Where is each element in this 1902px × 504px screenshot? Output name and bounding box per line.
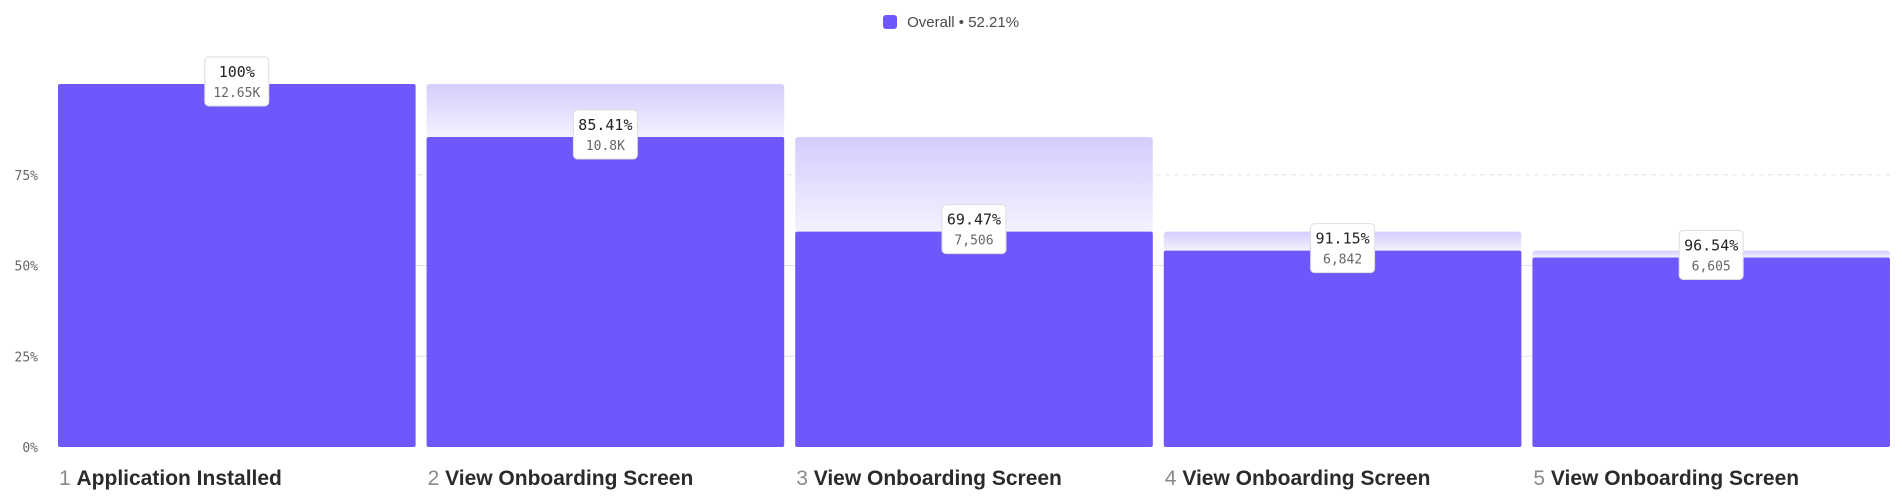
step-number: 4 <box>1165 467 1183 490</box>
step-name: View Onboarding Screen <box>814 467 1062 490</box>
funnel-step[interactable]: 85.41% 10.8K 2 View Onboarding Screen <box>426 84 785 490</box>
step-number: 5 <box>1533 467 1551 490</box>
step-name: View Onboarding Screen <box>1551 467 1799 490</box>
step-label-box <box>941 204 1007 255</box>
step-category-label: 4 View Onboarding Screen <box>1165 467 1431 490</box>
funnel-step[interactable]: 100% 12.65K 1 Application Installed <box>58 56 416 490</box>
y-tick-label: 0% <box>22 441 38 456</box>
step-label-box <box>572 109 638 160</box>
step-count-label: 6,842 <box>1323 253 1362 268</box>
step-category-label: 3 View Onboarding Screen <box>796 467 1062 490</box>
step-count-label: 10.8K <box>586 139 625 154</box>
legend-label: Overall • 52.21% <box>907 14 1020 31</box>
step-label-box <box>1678 229 1744 280</box>
step-bar <box>1163 250 1522 447</box>
legend-swatch <box>882 15 897 29</box>
step-bar <box>426 136 785 447</box>
step-conversion-label: 69.47% <box>947 211 1001 229</box>
step-conversion-label: 100% <box>219 63 255 81</box>
step-number: 3 <box>796 467 814 490</box>
step-bar <box>1532 257 1890 447</box>
y-tick-label: 75% <box>15 169 39 184</box>
step-count-label: 6,605 <box>1692 259 1731 274</box>
chart-legend[interactable]: Overall • 52.21% <box>0 14 1902 31</box>
funnel-step[interactable]: 69.47% 7,506 3 View Onboarding Screen <box>795 136 1153 490</box>
step-name: Application Installed <box>77 467 282 490</box>
step-category-label: 5 View Onboarding Screen <box>1533 467 1799 490</box>
step-count-label: 7,506 <box>954 234 993 249</box>
step-conversion-label: 91.15% <box>1316 230 1370 248</box>
step-bar <box>58 84 416 447</box>
step-label-box <box>204 56 270 107</box>
funnel-step[interactable]: 96.54% 6,605 5 View Onboarding Screen <box>1532 229 1890 490</box>
y-tick-label: 50% <box>15 260 39 275</box>
step-number: 2 <box>428 467 446 490</box>
step-name: View Onboarding Screen <box>1182 467 1430 490</box>
funnel-step[interactable]: 91.15% 6,842 4 View Onboarding Screen <box>1163 223 1522 490</box>
step-category-label: 2 View Onboarding Screen <box>428 467 694 490</box>
step-number: 1 <box>59 467 77 490</box>
y-tick-label: 25% <box>15 350 39 365</box>
step-count-label: 12.65K <box>213 86 260 101</box>
dropoff-bar <box>795 136 1153 232</box>
step-label-box <box>1310 223 1376 274</box>
step-conversion-label: 96.54% <box>1684 236 1738 254</box>
step-category-label: 1 Application Installed <box>59 467 282 490</box>
step-bar <box>795 231 1153 447</box>
step-name: View Onboarding Screen <box>445 467 693 490</box>
step-conversion-label: 85.41% <box>578 116 632 134</box>
